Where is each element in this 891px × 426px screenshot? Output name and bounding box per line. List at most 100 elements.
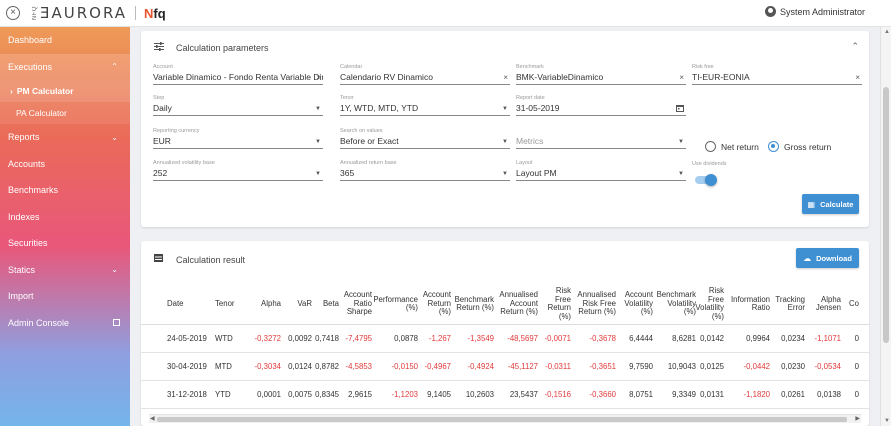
table-cell: 23,5437 bbox=[509, 390, 538, 399]
calculate-button[interactable]: ▦ Calculate bbox=[802, 194, 859, 214]
column-header[interactable]: Co bbox=[849, 298, 859, 308]
sidebar-item-executions[interactable]: Executions ⌃ bbox=[0, 53, 130, 80]
chevron-up-icon[interactable]: ⌃ bbox=[851, 41, 859, 51]
column-header[interactable]: Annualised Account Return (%) bbox=[499, 290, 538, 317]
scroll-up-icon[interactable]: ▲ bbox=[884, 29, 890, 35]
cloud-download-icon: ☁ bbox=[803, 253, 812, 263]
table-cell: -0,0150 bbox=[391, 362, 418, 371]
table-row[interactable]: 30-04-2019 MTD -0,3034 0,0124 0,8782 -4,5853 -… bbox=[141, 353, 869, 381]
vertical-scrollbar[interactable]: ▲ ▼ bbox=[880, 27, 891, 426]
sidebar-item-pm-calculator[interactable]: › PM Calculator bbox=[0, 80, 130, 102]
column-header[interactable]: Benchmark Volatility (%) bbox=[656, 290, 696, 317]
close-icon[interactable]: × bbox=[6, 6, 20, 20]
column-header[interactable]: Tracking Error bbox=[775, 294, 805, 312]
table-cell: -0,4967 bbox=[424, 362, 451, 371]
dropdown-arrow-icon: ▼ bbox=[315, 139, 321, 145]
column-header[interactable]: Information Ratio bbox=[730, 294, 770, 312]
column-header[interactable]: Benchmark Return (%) bbox=[454, 294, 494, 312]
sidebar-item-dashboard[interactable]: Dashboard bbox=[8, 35, 53, 46]
table-row[interactable]: 31-12-2018 YTD 0,0001 0,0075 0,8345 2,9615 -1,… bbox=[141, 381, 869, 409]
column-header[interactable]: VaR bbox=[297, 298, 312, 308]
column-header[interactable]: Beta bbox=[322, 298, 339, 308]
use-dividends-toggle[interactable] bbox=[695, 174, 717, 186]
table-cell: 9,1405 bbox=[427, 390, 451, 399]
column-header[interactable]: Performance (%) bbox=[373, 294, 418, 312]
account-field[interactable]: Account Variable Dinamico - Fondo Renta … bbox=[153, 64, 323, 85]
sidebar-item-benchmarks[interactable]: Benchmarks bbox=[8, 185, 59, 196]
table-cell: 0,0001 bbox=[257, 390, 281, 399]
net-return-radio[interactable]: Net return bbox=[705, 141, 759, 152]
sidebar-item-statics[interactable]: Statics ⌄ bbox=[8, 264, 118, 275]
dropdown-arrow-icon: ▼ bbox=[502, 139, 508, 145]
column-header[interactable]: Tenor bbox=[215, 298, 235, 308]
calendar-icon[interactable] bbox=[676, 104, 684, 114]
sidebar-item-securities[interactable]: Securities bbox=[8, 238, 48, 249]
user-menu[interactable]: System Administrator bbox=[764, 6, 865, 17]
user-name: System Administrator bbox=[779, 6, 865, 17]
table-cell: -0,1516 bbox=[544, 390, 571, 399]
clear-icon[interactable]: × bbox=[316, 73, 321, 82]
scroll-right-icon[interactable]: ▶ bbox=[855, 416, 860, 422]
scroll-down-icon[interactable]: ▼ bbox=[884, 418, 890, 424]
table-row[interactable]: 31-05-20181Y0,00000,00910,80710,2653-0,1… bbox=[141, 409, 869, 413]
benchmark-field[interactable]: Benchmark BMK-VariableDinamico × bbox=[516, 64, 686, 85]
table-cell: -1,1071 bbox=[814, 334, 841, 343]
table-cell: 0 bbox=[854, 390, 859, 399]
search-on-values-select[interactable]: Search on values Before or Exact ▼ bbox=[340, 128, 510, 149]
table-cell: 9,3349 bbox=[672, 390, 696, 399]
column-header[interactable]: Annualised Risk Free Return (%) bbox=[577, 290, 616, 317]
sidebar-item-accounts[interactable]: Accounts bbox=[8, 158, 46, 169]
column-header[interactable]: Alpha Jensen bbox=[815, 294, 841, 312]
dropdown-arrow-icon: ▼ bbox=[678, 171, 684, 177]
external-link-icon bbox=[113, 319, 120, 327]
table-cell: -0,3272 bbox=[254, 334, 281, 343]
column-header[interactable]: Date bbox=[167, 298, 184, 308]
column-header[interactable]: Alpha bbox=[261, 298, 281, 308]
table-cell: 0,0131 bbox=[700, 390, 724, 399]
column-header[interactable]: Risk Free Volatility (%) bbox=[695, 286, 724, 321]
column-header[interactable]: Account Volatility (%) bbox=[624, 290, 653, 317]
table-cell: 0,0125 bbox=[700, 362, 724, 371]
sidebar-item-pa-calculator[interactable]: PA Calculator bbox=[0, 102, 130, 124]
calendar-field[interactable]: Calendar Calendario RV Dinamico × bbox=[340, 64, 510, 85]
report-date-field[interactable]: Report date 31-05-2019 bbox=[516, 95, 686, 116]
download-button[interactable]: ☁ Download bbox=[796, 248, 859, 268]
clear-icon[interactable]: × bbox=[855, 73, 860, 82]
table-cell: 8,0751 bbox=[629, 390, 653, 399]
table-cell: 10,9043 bbox=[667, 362, 696, 371]
table-cell: 0,8345 bbox=[315, 390, 339, 399]
table-row[interactable]: 24-05-2019 WTD -0,3272 0,0092 0,7418 -7,4795 0… bbox=[141, 325, 869, 353]
calculator-icon: ▦ bbox=[807, 199, 816, 209]
table-cell: 0 bbox=[854, 362, 859, 371]
sidebar-item-reports[interactable]: Reports ⌄ bbox=[8, 132, 118, 143]
gross-return-radio[interactable]: Gross return bbox=[768, 141, 831, 152]
annualized-volatility-base-select[interactable]: Annualized volatility base 252 ▼ bbox=[153, 160, 323, 181]
column-header[interactable]: Account Return (%) bbox=[422, 290, 451, 317]
table-cell: 0,8782 bbox=[315, 362, 339, 371]
table-cell: -4,5853 bbox=[345, 362, 372, 371]
clear-icon[interactable]: × bbox=[503, 73, 508, 82]
sidebar-item-admin-console[interactable]: Admin Console bbox=[0, 310, 130, 337]
column-header[interactable]: Risk Free Return (%) bbox=[547, 286, 571, 321]
metrics-select[interactable]: Metrics ▼ bbox=[516, 128, 686, 149]
reporting-currency-select[interactable]: Reporting currency EUR ▼ bbox=[153, 128, 323, 149]
dropdown-arrow-icon: ▼ bbox=[678, 139, 684, 145]
risk-free-field[interactable]: Risk free TI-EUR-EONIA × bbox=[692, 64, 862, 85]
chevron-down-icon: ⌄ bbox=[111, 265, 118, 275]
layout-select[interactable]: Layout Layout PM ▼ bbox=[516, 160, 686, 181]
tenor-select[interactable]: Tenor 1Y, WTD, MTD, YTD ▼ bbox=[340, 95, 510, 116]
clear-icon[interactable]: × bbox=[679, 73, 684, 82]
annualized-return-base-select[interactable]: Annualized return base 365 ▼ bbox=[340, 160, 510, 181]
horizontal-scrollbar[interactable]: ◀ ▶ bbox=[149, 414, 861, 423]
step-select[interactable]: Step Daily ▼ bbox=[153, 95, 323, 116]
radio-checked-icon bbox=[768, 141, 779, 152]
sidebar-item-import[interactable]: Import bbox=[8, 291, 34, 302]
sidebar-item-indexes[interactable]: Indexes bbox=[8, 211, 40, 222]
table-cell: -0,0442 bbox=[743, 362, 770, 371]
table-cell: YTD bbox=[215, 390, 231, 399]
scroll-left-icon[interactable]: ◀ bbox=[150, 416, 155, 422]
brand-separator bbox=[135, 6, 137, 20]
column-header[interactable]: Account Ratio Sharpe bbox=[343, 290, 372, 317]
